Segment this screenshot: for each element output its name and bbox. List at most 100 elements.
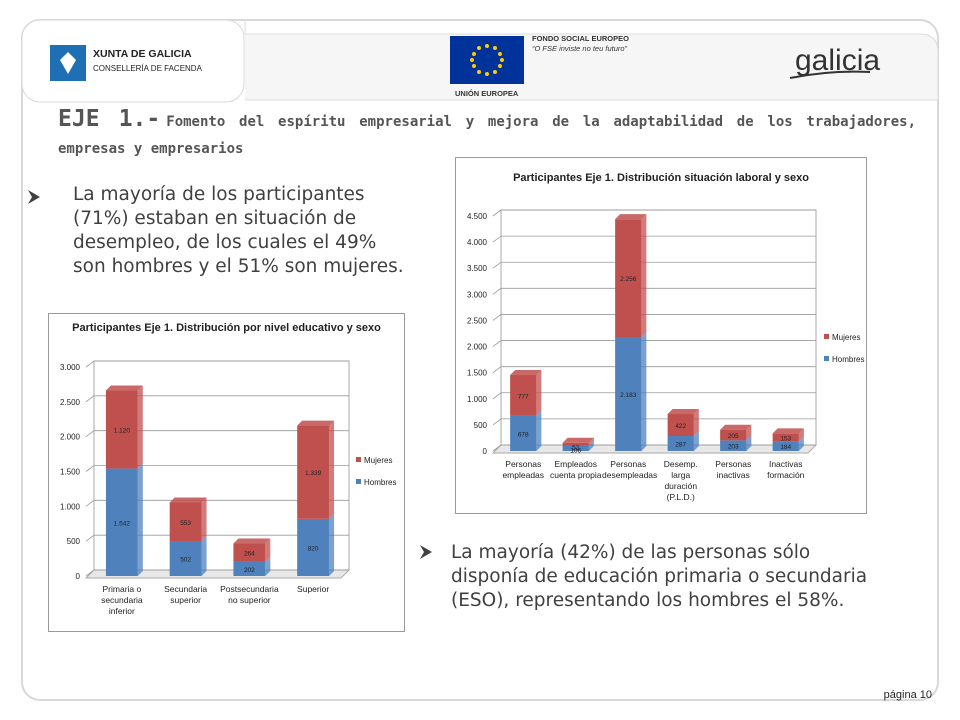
- grid-line: [85, 395, 349, 403]
- data-label: 153: [780, 435, 791, 442]
- x-tick-label: Superior: [297, 584, 330, 594]
- bar-top: [772, 428, 804, 434]
- bar-side: [536, 410, 542, 451]
- y-tick-label: 1.500: [60, 468, 81, 477]
- y-tick-label: 1.500: [467, 369, 488, 378]
- y-tick-label: 1.000: [467, 395, 488, 404]
- legend-swatch: [356, 457, 361, 462]
- data-label: 777: [518, 393, 529, 400]
- plot-floor: [491, 444, 818, 454]
- grid-line: [492, 392, 816, 400]
- bar-segment: [233, 561, 266, 576]
- data-label: 1.339: [305, 470, 322, 477]
- bar-side: [693, 431, 699, 451]
- bar-segment: [720, 440, 747, 451]
- bar-top: [510, 370, 542, 376]
- grid-line: [492, 287, 816, 295]
- y-tick-label: 2.500: [60, 398, 81, 407]
- legend-label: Mujeres: [364, 456, 392, 465]
- bar-segment: [667, 436, 694, 451]
- grid-line: [492, 209, 816, 217]
- x-tick-label: Empleados cuenta propia: [549, 459, 602, 480]
- galicia-swoosh: [789, 70, 871, 79]
- slide-title: EJE 1.- Fomento del espíritu empresarial …: [58, 106, 916, 162]
- y-tick-label: 500: [474, 421, 488, 430]
- bullet-text: La mayoría (42%) de las personas sólo di…: [451, 542, 868, 611]
- bar-side: [265, 538, 271, 562]
- data-label: 502: [180, 557, 191, 564]
- y-tick-label: 3.500: [467, 264, 488, 273]
- data-label: 553: [180, 520, 191, 527]
- legend-swatch: [824, 334, 829, 339]
- x-tick-label: Postsecundaria no superior: [220, 584, 279, 605]
- bar-side: [693, 408, 699, 437]
- data-label: 106: [570, 447, 581, 454]
- bar-segment: [772, 441, 799, 451]
- y-tick-label: 500: [67, 537, 81, 546]
- legend-label: Hombres: [364, 478, 396, 487]
- x-tick-label: Secundaria superior: [164, 584, 208, 605]
- chart: Participantes Eje 1. Distribución por ni…: [48, 313, 405, 632]
- y-tick-label: 2.000: [467, 343, 488, 352]
- bar-segment: [233, 543, 266, 562]
- data-label: 820: [308, 545, 319, 552]
- grid-line: [492, 444, 816, 452]
- y-tick-label: 0: [483, 447, 488, 456]
- xunta-emblem: [60, 52, 76, 74]
- chart-title: Participantes Eje 1. Distribución por ni…: [72, 322, 381, 334]
- bar-segment: [667, 413, 694, 437]
- grid-line: [492, 235, 816, 243]
- data-label: 184: [780, 444, 791, 451]
- bar-top: [615, 214, 647, 220]
- grid-line: [492, 340, 816, 347]
- fse-name: FONDO SOCIAL EUROPEO: [532, 34, 629, 43]
- bar-top: [105, 385, 143, 391]
- title-prefix: EJE 1.-: [58, 106, 161, 132]
- x-tick-label: Personas inactivas: [715, 459, 752, 480]
- eu-flag: [450, 36, 524, 84]
- bar-top: [667, 408, 699, 414]
- header-band: [244, 20, 939, 101]
- bar-side: [536, 370, 542, 416]
- fse-motto: “O FSE inviste no teu futuro”: [532, 44, 628, 53]
- y-tick-label: 0: [76, 572, 81, 581]
- y-tick-label: 1.000: [60, 502, 81, 511]
- bar-segment: [772, 433, 799, 442]
- bar-side: [329, 513, 335, 576]
- bar-side: [746, 435, 752, 451]
- data-label: 2.256: [620, 276, 637, 283]
- title-text: Fomento del espíritu empresarial y mejor…: [58, 114, 917, 157]
- bar-segment: [562, 445, 589, 451]
- y-tick-label: 2.500: [467, 316, 488, 325]
- data-label: 287: [675, 442, 686, 449]
- bar-side: [588, 440, 594, 451]
- legend-swatch: [824, 356, 829, 361]
- grid-line: [85, 430, 349, 437]
- eu-stars: [470, 44, 504, 76]
- y-tick-label: 4.500: [467, 212, 488, 221]
- bar-segment: [615, 219, 642, 337]
- bar-segment: [720, 429, 747, 441]
- bullet-marker: [420, 545, 432, 559]
- data-label: 264: [244, 551, 255, 558]
- bar-side: [329, 420, 335, 519]
- x-tick-label: Desemp. larga duración (P.L.D.): [663, 459, 698, 502]
- y-tick-label: 3.000: [467, 290, 488, 299]
- bar-side: [265, 556, 271, 576]
- chart-plot: 0 500 1.000 1.500 2.000 2.500 3.000 3.500 4.000 4…: [467, 209, 864, 456]
- bar-segment: [562, 442, 589, 446]
- bar-side: [641, 214, 647, 337]
- y-tick-label: 3.000: [60, 363, 81, 372]
- bar-top: [297, 420, 335, 426]
- bar-segment: [510, 415, 537, 451]
- data-label: 422: [675, 423, 686, 430]
- bar-side: [746, 424, 752, 441]
- data-label: 1.542: [114, 520, 131, 527]
- bullet-marker: [28, 190, 40, 204]
- xunta-dept: CONSELLERÍA DE FACENDA: [93, 64, 203, 73]
- grid-line: [492, 314, 816, 321]
- x-tick-label: Personas desempleadas: [602, 459, 658, 480]
- bar-side: [798, 436, 804, 451]
- data-label: 202: [244, 567, 255, 574]
